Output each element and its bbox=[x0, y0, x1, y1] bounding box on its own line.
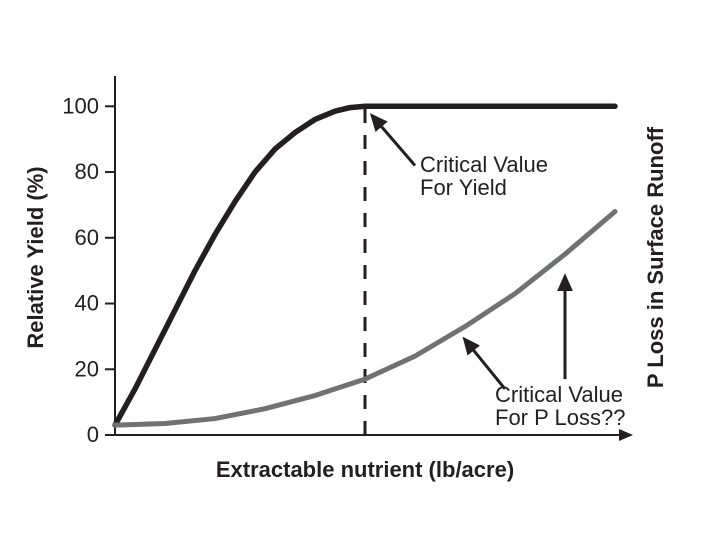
y-left-axis-label: Relative Yield (%) bbox=[23, 166, 48, 348]
annotation-yield-text2: For Yield bbox=[420, 175, 507, 200]
annotation-yield-text1: Critical Value bbox=[420, 152, 548, 177]
y-tick-label: 0 bbox=[87, 422, 99, 447]
annotation-ploss-text2: For P Loss?? bbox=[495, 405, 625, 430]
x-axis-label: Extractable nutrient (lb/acre) bbox=[216, 457, 514, 482]
annotation-yield-arrow-icon bbox=[373, 116, 416, 165]
y-tick-label: 100 bbox=[62, 93, 99, 118]
y-tick-label: 20 bbox=[75, 356, 99, 381]
chart-svg: 0 20 40 60 80 100 Extractable nutrient (lb/ac… bbox=[0, 0, 702, 539]
annotation-critical-ploss: Critical Value For P Loss?? bbox=[465, 277, 625, 430]
y-tick-label: 60 bbox=[75, 225, 99, 250]
y-right-axis-label: P Loss in Surface Runoff bbox=[643, 126, 668, 388]
y-axis-ticks: 0 20 40 60 80 100 bbox=[62, 93, 115, 447]
chart-container: 0 20 40 60 80 100 Extractable nutrient (lb/ac… bbox=[0, 0, 702, 539]
annotation-ploss-text1: Critical Value bbox=[495, 382, 623, 407]
y-tick-label: 80 bbox=[75, 159, 99, 184]
annotation-critical-yield: Critical Value For Yield bbox=[373, 116, 548, 200]
y-tick-label: 40 bbox=[75, 291, 99, 316]
